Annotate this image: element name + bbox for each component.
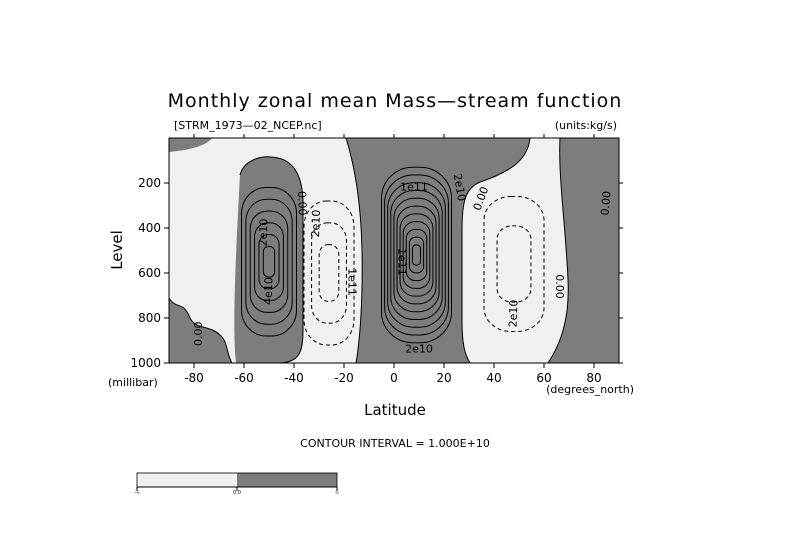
contour-label: 4e10 bbox=[262, 277, 276, 305]
contour-label: 1e11 bbox=[400, 181, 428, 194]
chart-title: Monthly zonal mean Mass—stream function bbox=[168, 90, 623, 112]
contour-label: 0.00 bbox=[192, 322, 205, 347]
y-tick-label: 200 bbox=[138, 176, 161, 190]
winter-hadley-cell-contour bbox=[408, 236, 425, 274]
colorbar-label-max: ∞ bbox=[335, 490, 339, 496]
contour-lines bbox=[169, 138, 569, 363]
contour-label: 2e10 bbox=[257, 218, 271, 246]
x-tick-label: 40 bbox=[486, 371, 501, 385]
contour-label: 2e10 bbox=[309, 209, 323, 237]
zero-contour bbox=[345, 138, 363, 363]
y-tick-label: 600 bbox=[138, 266, 161, 280]
y-units-label: (millibar) bbox=[108, 376, 158, 389]
contour-label: 2e10 bbox=[451, 173, 469, 203]
southern-ferrel-cell-contour bbox=[318, 244, 340, 302]
contour-interval-note: CONTOUR INTERVAL = 1.000E+10 bbox=[300, 437, 490, 450]
southern-hadley-cell-contour bbox=[262, 245, 276, 278]
winter-hadley-cell-contour bbox=[405, 228, 428, 282]
contour-label: 1e11 bbox=[396, 248, 409, 276]
y-tick-label: 400 bbox=[138, 221, 161, 235]
x-tick-label: 60 bbox=[536, 371, 551, 385]
colorbar-label-min: -∞ bbox=[134, 490, 140, 496]
contour-label: 0.00 bbox=[553, 274, 566, 299]
x-tick-label: -20 bbox=[334, 371, 354, 385]
northern-ferrel-cell-contour bbox=[496, 225, 532, 303]
colorbar-label-mid: 0.0 bbox=[233, 490, 241, 496]
winter-hadley-cell-contour bbox=[402, 221, 431, 289]
contour-label: 2e10 bbox=[507, 299, 521, 327]
winter-hadley-cell-contour bbox=[411, 244, 422, 266]
contour-label: 1e11 bbox=[346, 268, 359, 296]
x-tick-label: -80 bbox=[184, 371, 204, 385]
x-tick-label: 20 bbox=[436, 371, 451, 385]
x-tick-label: -60 bbox=[234, 371, 254, 385]
x-tick-label: -40 bbox=[284, 371, 304, 385]
southern-hadley-cell-contour bbox=[241, 187, 297, 337]
positive-region-southern-hadley bbox=[234, 156, 304, 363]
zero-contour bbox=[239, 156, 304, 363]
winter-hadley-cell-contour bbox=[387, 182, 446, 328]
y-axis-label: Level bbox=[108, 230, 126, 270]
y-tick-label: 1000 bbox=[130, 356, 161, 370]
units-label: (units:kg/s) bbox=[555, 119, 617, 132]
southern-hadley-cell-contour bbox=[249, 210, 289, 313]
zero-contour bbox=[169, 297, 233, 363]
southern-hadley-cell-contour bbox=[258, 234, 280, 290]
y-tick-label: 800 bbox=[138, 311, 161, 325]
zero-contour bbox=[547, 138, 569, 363]
positive-region-south-corner bbox=[169, 138, 212, 152]
winter-hadley-cell-contour bbox=[393, 197, 440, 313]
contour-label: 2e10 bbox=[405, 343, 433, 356]
contour-label: 0.00 bbox=[598, 190, 613, 216]
winter-hadley-cell-contour bbox=[390, 190, 443, 320]
positive-region-north-polar bbox=[548, 138, 619, 363]
x-tick-label: 80 bbox=[586, 371, 601, 385]
southern-hadley-cell-contour bbox=[245, 198, 293, 325]
winter-hadley-cell-contour bbox=[399, 213, 434, 297]
contour-label: 0.00 bbox=[295, 191, 309, 216]
x-axis: -80 -60 -40 -20 0 20 40 60 80 bbox=[184, 134, 602, 385]
file-label: [STRM_1973—02_NCEP.nc] bbox=[174, 119, 322, 132]
colorbar: -∞ 0.0 ∞ bbox=[134, 472, 339, 496]
colorbar-positive-swatch bbox=[237, 473, 337, 487]
x-tick-label: 0 bbox=[390, 371, 398, 385]
winter-hadley-cell-contour bbox=[384, 174, 449, 336]
northern-ferrel-cell-contour bbox=[483, 196, 545, 332]
y-axis: 200 400 600 800 1000 bbox=[130, 176, 623, 370]
winter-hadley-cell-contour bbox=[381, 166, 452, 344]
x-axis-label: Latitude bbox=[364, 401, 426, 419]
winter-hadley-cell-contour bbox=[396, 205, 437, 305]
southern-ferrel-cell-contour bbox=[303, 200, 355, 346]
colorbar-negative-swatch bbox=[137, 473, 237, 487]
zero-contour bbox=[461, 138, 531, 363]
southern-ferrel-cell-contour bbox=[311, 222, 347, 324]
x-units-label: (degrees_north) bbox=[546, 383, 634, 396]
southern-hadley-cell-contour bbox=[254, 222, 284, 302]
positive-region-south-edge bbox=[169, 298, 232, 363]
